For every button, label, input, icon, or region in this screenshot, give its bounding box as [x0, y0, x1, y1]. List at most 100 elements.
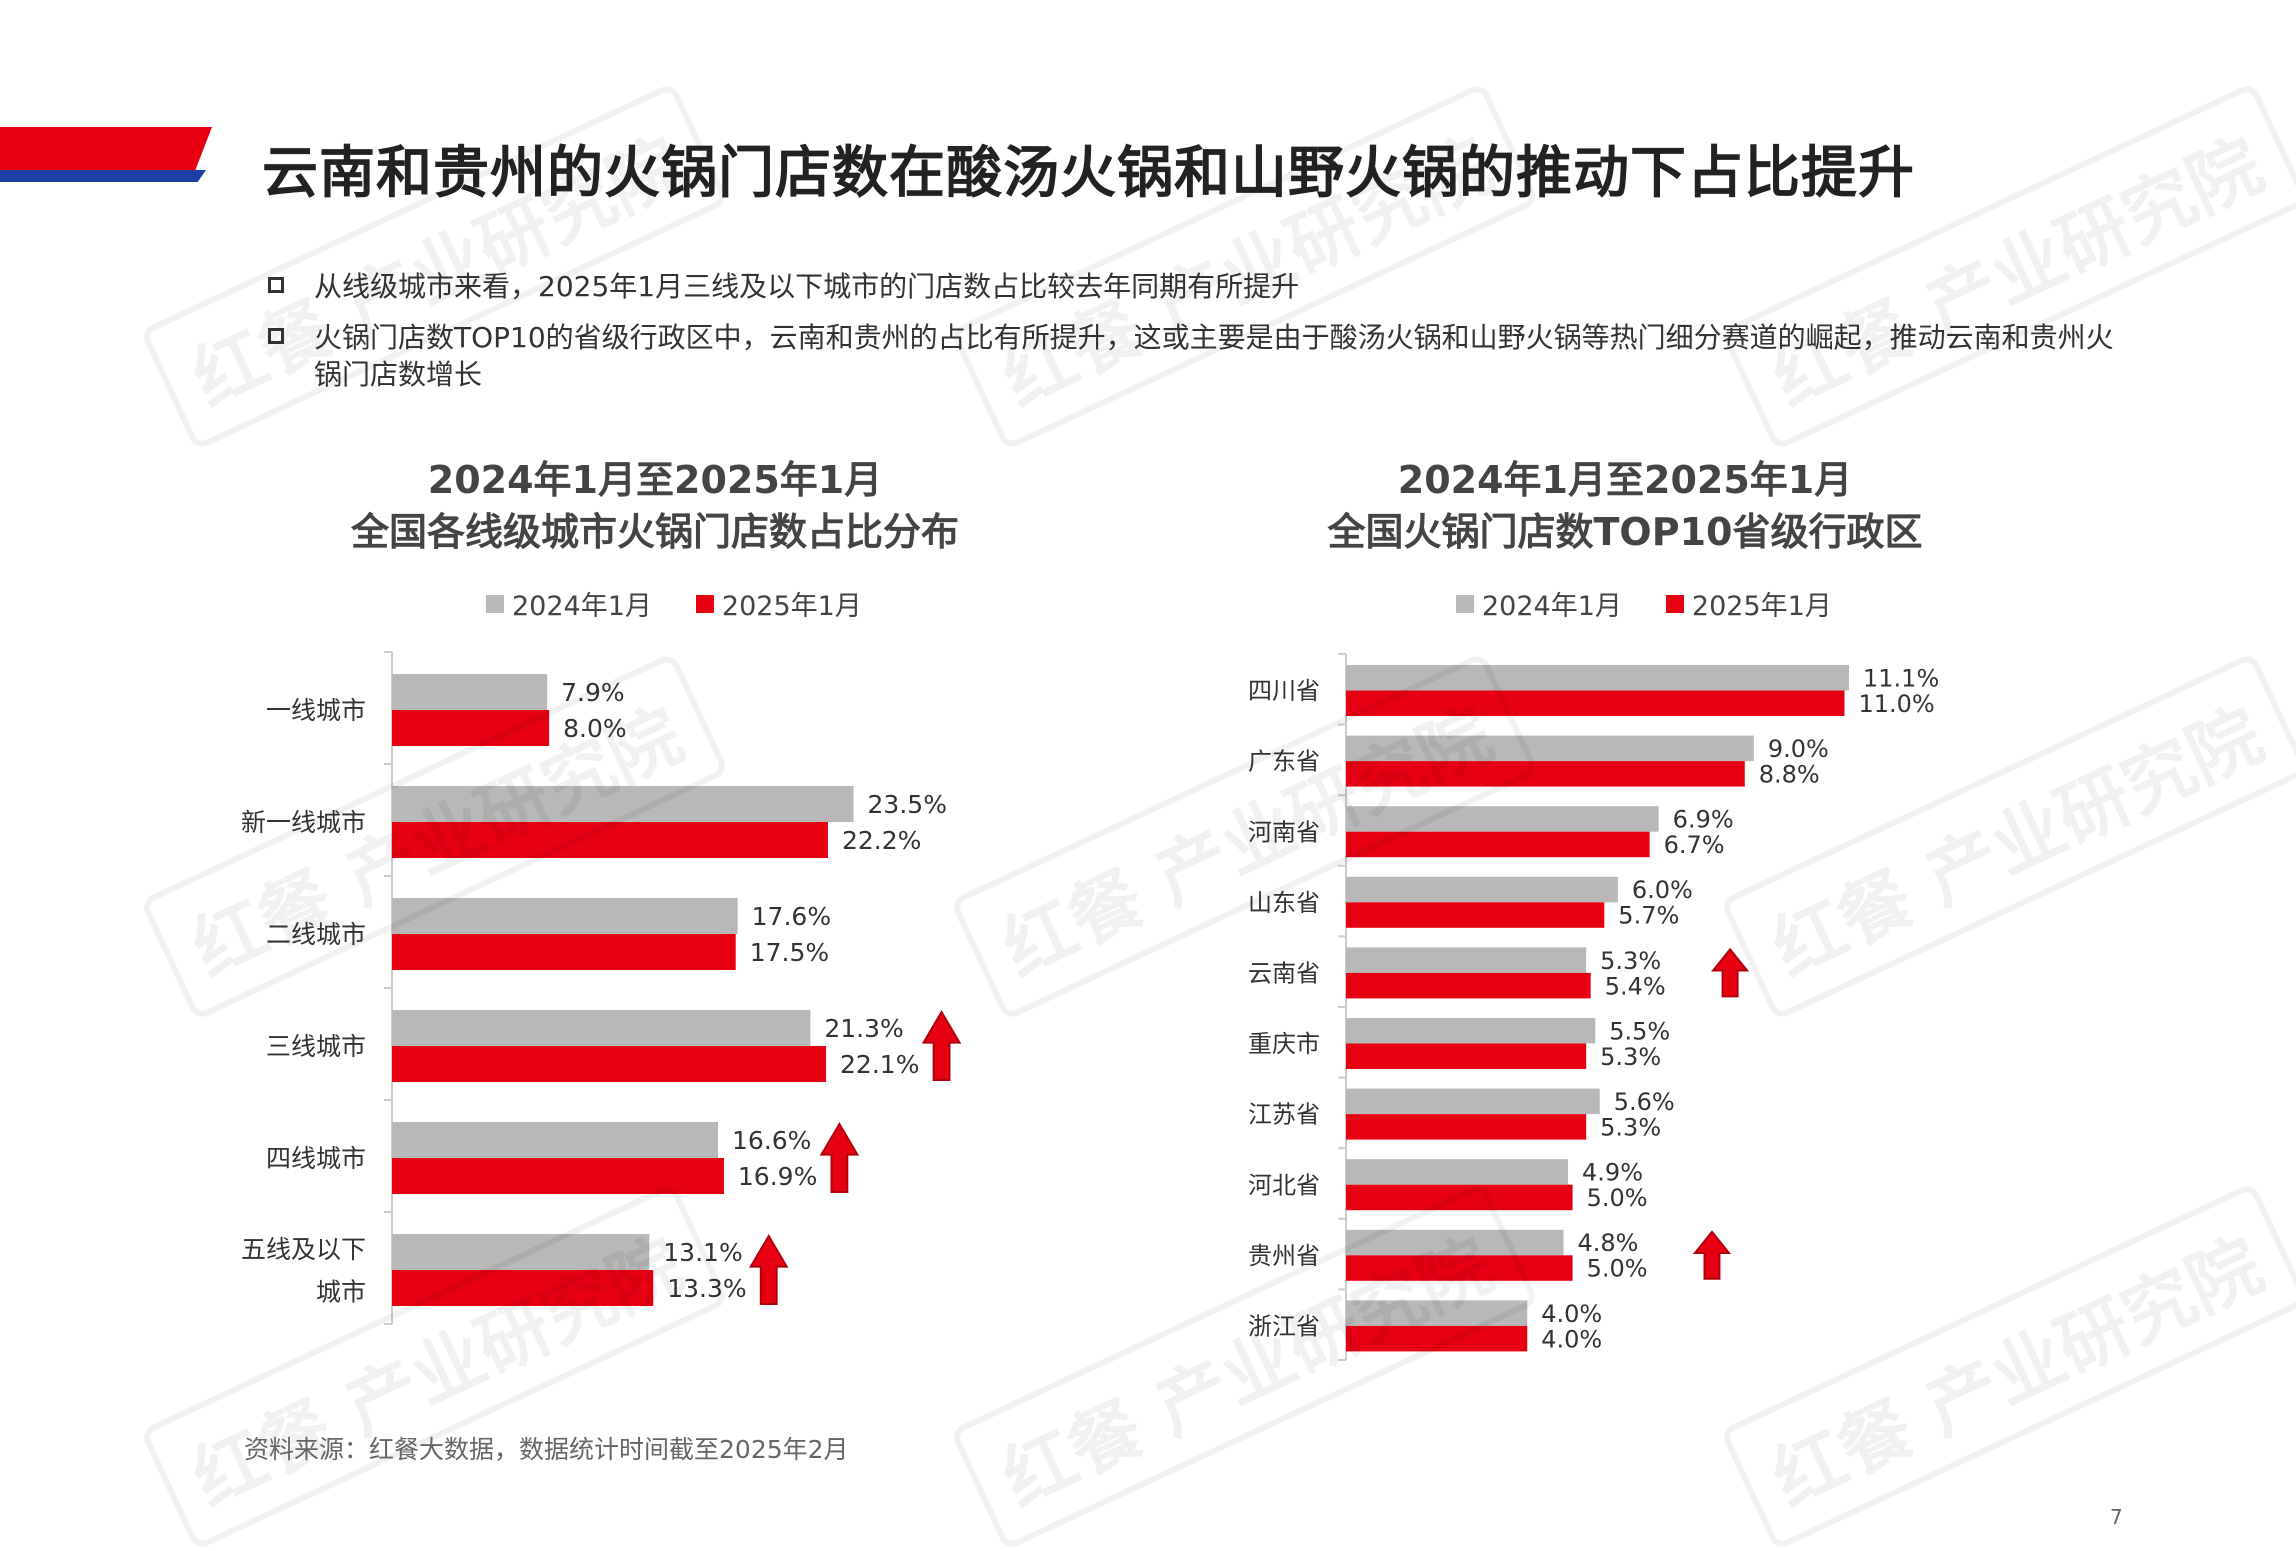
legend-swatch-red [1665, 594, 1684, 613]
category-label-line: 三线城市 [266, 1032, 366, 1061]
category-label: 广东省 [1248, 748, 1320, 776]
category-label: 四线城市 [266, 1144, 366, 1173]
data-label-2025: 4.0% [1541, 1325, 1602, 1353]
bullet-list: 从线级城市来看，2025年1月三线及以下城市的门店数占比较去年同期有所提升 火锅… [262, 268, 2122, 407]
data-label-2024: 9.0% [1768, 735, 1829, 763]
legend-label: 2024年1月 [512, 591, 652, 622]
data-label-2025: 11.0% [1858, 690, 1934, 718]
data-label-2024: 17.6% [752, 902, 831, 931]
chart-top10-provinces: 11.1%11.0%四川省9.0%8.8%广东省6.9%6.7%河南省6.0%5… [1248, 653, 1939, 1361]
category-label: 山东省 [1248, 889, 1320, 917]
square-bullet-icon [268, 277, 284, 293]
data-label-2025: 13.3% [667, 1274, 746, 1303]
data-label-2025: 5.7% [1618, 902, 1679, 930]
legend-item-2024: 2024年1月 [486, 584, 652, 623]
category-label: 五线及以下城市 [241, 1235, 366, 1307]
data-label-2025: 22.2% [842, 826, 921, 855]
category-label-line: 四线城市 [266, 1144, 366, 1173]
data-label-2025: 8.8% [1759, 760, 1820, 788]
legend-label: 2025年1月 [721, 591, 862, 622]
category-label-line: 山东省 [1248, 889, 1320, 917]
bar-2024 [1346, 806, 1659, 832]
data-label-2024: 4.0% [1541, 1300, 1602, 1328]
bar-2025 [392, 1046, 827, 1082]
data-label-2025: 17.5% [750, 938, 829, 967]
category-label-line: 河南省 [1248, 818, 1320, 846]
data-label-2024: 5.3% [1600, 947, 1661, 975]
legend-label: 2024年1月 [1482, 591, 1622, 622]
category-label-line: 二线城市 [266, 920, 366, 949]
chart-title-top10-provinces: 2024年1月至2025年1月 全国火锅门店数TOP10省级行政区 [1260, 454, 1990, 558]
category-label-line: 贵州省 [1248, 1242, 1320, 1270]
data-label-2025: 5.0% [1587, 1184, 1648, 1212]
data-label-2024: 6.0% [1632, 876, 1693, 904]
bar-2024 [1346, 1229, 1564, 1256]
bar-2024 [392, 674, 548, 710]
chart-title-line1: 2024年1月至2025年1月 [427, 458, 883, 502]
bar-2025 [392, 822, 829, 858]
data-label-2025: 5.0% [1587, 1255, 1648, 1283]
up-arrow-icon [819, 1122, 860, 1193]
bar-2024 [1346, 1159, 1569, 1185]
bar-2025 [1346, 1184, 1573, 1211]
up-arrow-icon [921, 1010, 962, 1081]
bullet-item: 火锅门店数TOP10的省级行政区中，云南和贵州的占比有所提升，这或主要是由于酸汤… [262, 319, 2122, 393]
data-label-2025: 5.4% [1605, 972, 1666, 1000]
bar-2025 [392, 934, 736, 970]
category-label: 江苏省 [1248, 1101, 1320, 1129]
bar-2025 [1346, 1114, 1587, 1140]
data-label-2024: 13.1% [663, 1238, 742, 1267]
data-label-2024: 16.6% [732, 1126, 811, 1155]
up-arrow-icon [1711, 947, 1750, 998]
legend-item-2025: 2025年1月 [695, 584, 862, 623]
bar-2025 [1346, 972, 1591, 999]
bar-2024 [1346, 1088, 1600, 1115]
data-label-2024: 5.6% [1614, 1088, 1675, 1116]
category-label: 河北省 [1248, 1171, 1320, 1199]
category-label: 重庆市 [1248, 1030, 1320, 1058]
data-label-2024: 21.3% [824, 1014, 903, 1043]
data-label-2025: 16.9% [738, 1162, 817, 1191]
bar-2024 [1346, 735, 1754, 762]
legend-item-2025: 2025年1月 [1665, 584, 1832, 623]
page-title: 云南和贵州的火锅门店数在酸汤火锅和山野火锅的推动下占比提升 [262, 141, 1915, 206]
bar-2025 [1346, 690, 1845, 716]
bar-2024 [1346, 876, 1618, 903]
legend-item-2024: 2024年1月 [1456, 584, 1622, 623]
page-number: 7 [2110, 1505, 2123, 1529]
data-label-2024: 4.9% [1582, 1159, 1643, 1187]
category-label: 四川省 [1248, 677, 1320, 705]
category-label: 三线城市 [266, 1032, 366, 1061]
bar-2025 [392, 710, 550, 746]
category-label-line: 新一线城市 [241, 808, 366, 837]
category-label-line: 江苏省 [1248, 1101, 1320, 1129]
bar-2025 [1346, 1325, 1528, 1352]
category-label: 二线城市 [266, 920, 366, 949]
category-label-line: 广东省 [1248, 748, 1320, 776]
bullet-text: 从线级城市来看，2025年1月三线及以下城市的门店数占比较去年同期有所提升 [314, 270, 1300, 303]
category-label: 一线城市 [266, 696, 366, 725]
bar-2024 [1346, 1300, 1528, 1326]
category-label: 贵州省 [1248, 1242, 1320, 1270]
bar-2024 [392, 1010, 811, 1046]
up-arrow-icon [748, 1234, 789, 1305]
bar-2025 [1346, 902, 1605, 928]
bar-2025 [1346, 831, 1650, 858]
data-label-2025: 8.0% [563, 714, 627, 743]
chart-city-tier: 7.9% 8.0% 一线城市 23.5% 22.2% 新一线城市 17.6% 17.5% 二线城… [241, 651, 962, 1325]
title-accent-blue [0, 170, 206, 182]
bar-2025 [1346, 761, 1745, 787]
category-label-line: 河北省 [1248, 1171, 1320, 1199]
bar-2024 [1346, 947, 1587, 973]
category-label-line: 五线及以下 [241, 1235, 366, 1264]
data-label-2024: 11.1% [1863, 664, 1939, 692]
data-label-2025: 5.3% [1600, 1113, 1661, 1141]
bar-2025 [1346, 1255, 1573, 1281]
legend-swatch-gray [486, 594, 504, 613]
data-label-2025: 5.3% [1600, 1043, 1661, 1071]
chart-title-line1: 2024年1月至2025年1月 [1397, 458, 1853, 502]
chart-title-line2: 全国火锅门店数TOP10省级行政区 [1327, 510, 1923, 554]
data-label-2024: 23.5% [868, 790, 947, 819]
bar-2024 [392, 1122, 719, 1158]
category-label-line: 城市 [316, 1277, 366, 1306]
